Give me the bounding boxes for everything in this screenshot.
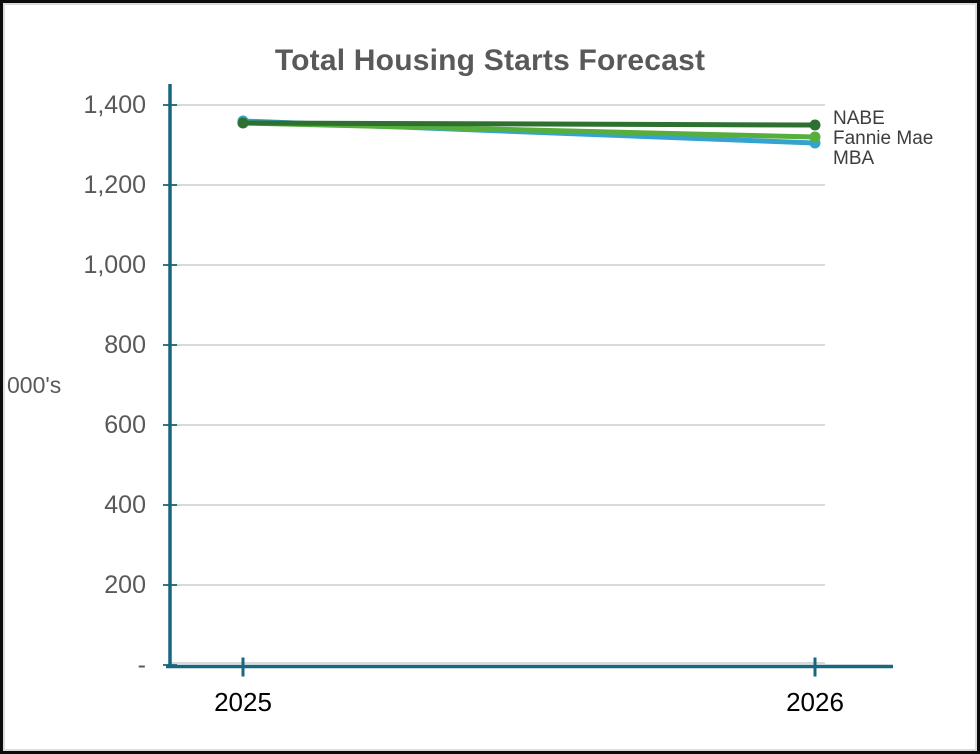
y-tick-label: 1,200 — [83, 171, 146, 199]
y-tick-label: 800 — [104, 331, 146, 359]
y-tick-label: 400 — [104, 491, 146, 519]
legend-label-mba: MBA — [833, 148, 875, 169]
chart-title: Total Housing Starts Forecast — [274, 44, 706, 78]
x-tick-label: 2025 — [214, 687, 272, 717]
y-tick-label: - — [137, 651, 146, 679]
y-tick-label: 1,400 — [83, 91, 146, 119]
data-point-nabe — [237, 117, 249, 129]
x-tick-label: 2026 — [786, 687, 844, 717]
legend-label-nabe: NABE — [833, 108, 885, 129]
legend-label-fannie-mae: Fannie Mae — [833, 128, 934, 149]
y-tick-label: 200 — [104, 571, 146, 599]
y-axis-title: 000's — [7, 372, 62, 398]
data-point-fannie-mae — [809, 131, 821, 143]
series-line-nabe — [240, 120, 818, 128]
y-tick-label: 600 — [104, 411, 146, 439]
y-tick-label: 1,000 — [83, 251, 146, 279]
data-point-nabe — [809, 119, 821, 131]
